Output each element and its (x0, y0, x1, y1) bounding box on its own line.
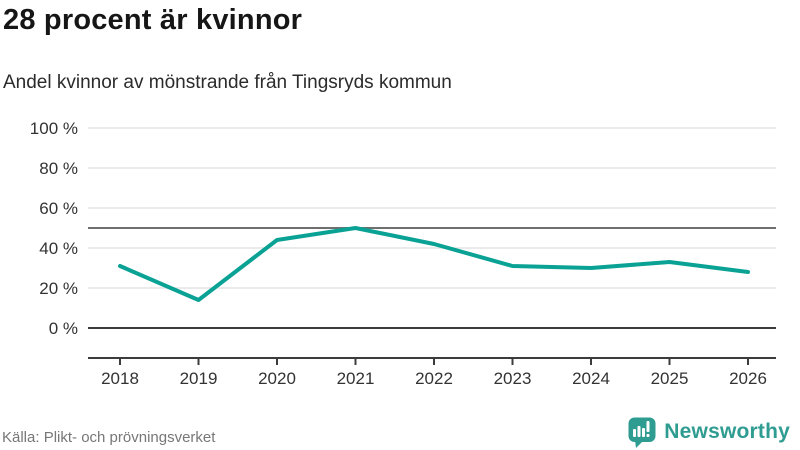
chart-title: 28 procent är kvinnor (3, 4, 303, 36)
x-tick-label-2018: 2018 (101, 369, 139, 388)
y-tick-label-40: 40 % (39, 239, 78, 258)
y-tick-label-20: 20 % (39, 279, 78, 298)
x-tick-label-2025: 2025 (651, 369, 689, 388)
newsworthy-wordmark: Newsworthy (664, 420, 790, 443)
y-tick-label-80: 80 % (39, 159, 78, 178)
source-note: Källa: Plikt- och prövningsverket (2, 429, 216, 446)
y-tick-label-100: 100 % (30, 119, 78, 138)
x-tick-label-2023: 2023 (494, 369, 532, 388)
x-tick-label-2022: 2022 (415, 369, 453, 388)
x-tick-label-2024: 2024 (572, 369, 610, 388)
y-tick-label-0: 0 % (49, 319, 78, 338)
y-tick-label-60: 60 % (39, 199, 78, 218)
data-line-andel-kvinnor (118, 226, 750, 302)
x-tick-label-2026: 2026 (729, 369, 767, 388)
newsworthy-logo[interactable]: Newsworthy (627, 415, 790, 449)
newsworthy-bubble-chart-icon (628, 417, 656, 448)
line-chart: 0 % 20 % 40 % 60 % 80 % 100 % 2018 2019 2020 2021… (30, 119, 776, 388)
chart-subtitle: Andel kvinnor av mönstrande från Tingsry… (3, 72, 452, 93)
x-tick-label-2019: 2019 (180, 369, 218, 388)
x-tick-label-2020: 2020 (258, 369, 296, 388)
x-tick-label-2021: 2021 (337, 369, 375, 388)
